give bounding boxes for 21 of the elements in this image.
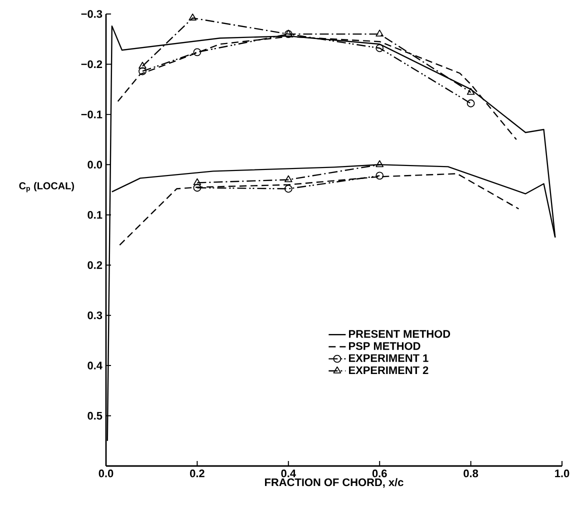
x-tick-label: 0.8 <box>464 470 478 478</box>
y-tick-label: 0.5 <box>88 412 102 420</box>
x-axis-title: FRACTION OF CHORD, x/c <box>265 478 404 488</box>
legend-label: EXPERIMENT 2 <box>349 366 428 374</box>
y-tick-label: 0.0 <box>88 160 102 169</box>
x-tick-label: 0.4 <box>281 470 296 478</box>
y-tick-label: −0.3 <box>81 10 102 18</box>
y-tick-label: 0.3 <box>88 311 102 320</box>
y-tick-label: 0.4 <box>88 362 102 370</box>
y-axis-title: C$_{p}$ (LOCAL) <box>19 182 74 192</box>
legend-label: PSP METHOD <box>349 342 420 350</box>
y-tick-label: 0.1 <box>88 211 102 219</box>
y-tick-label: 0.2 <box>88 261 102 269</box>
y-tick-label: −0.1 <box>81 110 102 118</box>
x-tick-label: 0.2 <box>190 470 204 478</box>
legend-label: PRESENT METHOD <box>349 330 450 338</box>
x-tick-label: 1.0 <box>555 470 570 478</box>
x-tick-label: 0.0 <box>98 470 114 478</box>
x-tick-label: 0.6 <box>372 470 387 478</box>
legend-label: EXPERIMENT 1 <box>349 354 428 362</box>
y-tick-label: −0.2 <box>81 60 102 68</box>
